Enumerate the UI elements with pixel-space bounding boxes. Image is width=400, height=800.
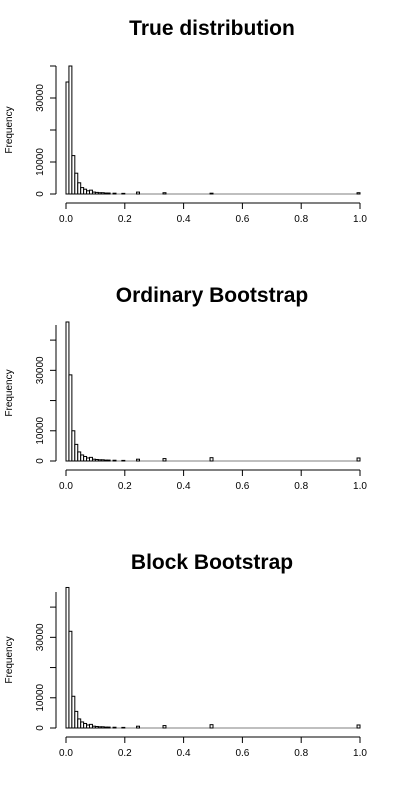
x-tick-label: 0.4 <box>177 748 191 759</box>
x-tick-label: 0.8 <box>294 748 308 759</box>
x-tick-label: 1.0 <box>353 214 367 225</box>
x-tick-label: 0.4 <box>177 214 191 225</box>
x-tick-label: 0.0 <box>59 481 73 492</box>
x-tick-label: 0.8 <box>294 481 308 492</box>
chart-panel-2: Ordinary Bootstrap 0 10000 30000 Frequency 0.… <box>4 284 367 492</box>
chart-panel-3: Block Bootstrap 0 10000 30000 Frequency 0.0 0.… <box>4 551 367 759</box>
x-tick-label: 0.6 <box>235 214 249 225</box>
histogram-bar <box>209 724 214 729</box>
x-tick-label: 0.2 <box>118 481 132 492</box>
histogram-bar <box>162 725 167 729</box>
y-tick-label: 0 <box>35 725 46 731</box>
y-axis-label: Frequency <box>4 369 15 416</box>
y-axis-label: Frequency <box>4 636 15 683</box>
x-tick-label: 0.6 <box>235 481 249 492</box>
histogram-bar <box>162 458 167 462</box>
x-tick-label: 0.0 <box>59 748 73 759</box>
chart-title: Ordinary Bootstrap <box>116 284 309 307</box>
y-tick-label: 30000 <box>35 623 46 651</box>
x-tick-label: 0.2 <box>118 214 132 225</box>
histogram-bar <box>209 457 214 462</box>
x-tick-label: 0.2 <box>118 748 132 759</box>
y-tick-label: 0 <box>35 191 46 197</box>
y-axis-label: Frequency <box>4 106 15 153</box>
y-tick-label: 0 <box>35 458 46 464</box>
y-tick-label: 10000 <box>35 683 46 711</box>
y-tick-label: 30000 <box>35 356 46 384</box>
x-tick-label: 0.4 <box>177 481 191 492</box>
x-tick-label: 1.0 <box>353 481 367 492</box>
histogram-bar <box>356 724 361 729</box>
x-tick-label: 0.6 <box>235 748 249 759</box>
chart-panel-1: True distribution 0 10000 30000 Frequency 0.0… <box>4 17 367 225</box>
x-tick-label: 0.8 <box>294 214 308 225</box>
chart-title: True distribution <box>129 17 295 40</box>
x-tick-label: 1.0 <box>353 748 367 759</box>
y-tick-label: 30000 <box>35 84 46 112</box>
chart-title: Block Bootstrap <box>131 551 293 574</box>
x-tick-label: 0.0 <box>59 214 73 225</box>
y-tick-label: 10000 <box>35 148 46 176</box>
histogram-bar <box>356 457 361 462</box>
y-tick-label: 10000 <box>35 416 46 444</box>
